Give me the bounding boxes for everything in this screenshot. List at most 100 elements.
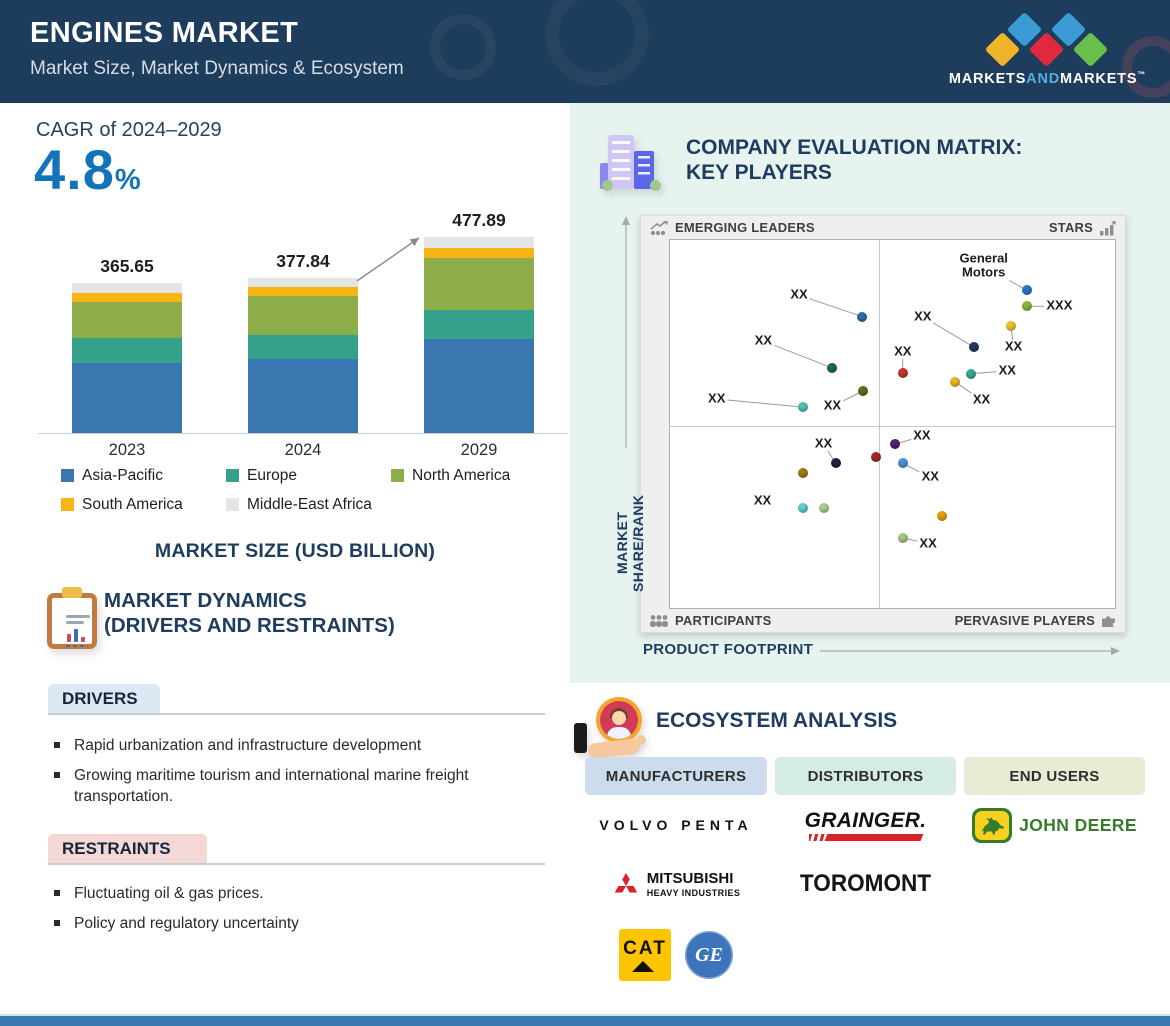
logo-ge: GE [685, 931, 733, 979]
bar-segment-europe [72, 338, 182, 364]
logo-volvo-penta: VOLVO PENTA [599, 817, 753, 833]
matrix-data-point [897, 367, 908, 378]
bar-segment-asia-pacific [72, 363, 182, 433]
footer-bar [0, 1014, 1170, 1026]
matrix-data-point [871, 452, 882, 463]
logo-cat: CAT [619, 929, 671, 981]
bar-total-label: 477.89 [452, 210, 506, 230]
matrix-plot: XX XX XX XX General Motors XXX XX XX XX XX XX XX XX X… [669, 239, 1116, 609]
tab-manufacturers[interactable]: MANUFACTURERS [585, 757, 767, 795]
brand-wordmark: MARKETSANDMARKETS™ [948, 70, 1147, 87]
y-axis-arrow-icon [622, 216, 630, 448]
matrix-point-label: XX [788, 286, 810, 303]
matrix-top-bar: EMERGING LEADERS STARS [641, 216, 1125, 239]
bar-segment-middle-east-africa [72, 283, 182, 293]
matrix-data-point [897, 532, 908, 543]
bar-segment-north-america [424, 257, 534, 310]
x-tick-label: 2024 [284, 441, 322, 459]
matrix-point-label: XXX [1044, 297, 1075, 314]
matrix-data-point [818, 502, 829, 513]
matrix-data-point [797, 402, 808, 413]
cagr-value: 4.8% [34, 138, 141, 201]
gauge-decoration [1122, 36, 1170, 98]
logo-row-cat-ge: CAT GE [585, 925, 767, 985]
x-axis-line [38, 433, 568, 434]
connector-lines [670, 240, 1115, 608]
x-tick-label: 2023 [108, 441, 146, 459]
logo-john-deere: JOHN DEERE [964, 799, 1145, 851]
legend-label: South America [82, 496, 183, 513]
emerging-leaders-icon [650, 220, 668, 235]
bar-segment-middle-east-africa [248, 278, 358, 287]
x-axis-label: PRODUCT FOOTPRINT [643, 641, 814, 658]
dynamics-title-line1: MARKET DYNAMICS [104, 589, 307, 612]
legend-item: South America [61, 496, 226, 514]
x-axis-arrow-icon [820, 647, 1120, 655]
brand-logo: MARKETSANDMARKETS™ [935, 10, 1160, 92]
matrix-point-label: XX [752, 332, 775, 349]
tab-end-users[interactable]: END USERS [964, 757, 1145, 795]
matrix-data-point [966, 368, 977, 379]
company-evaluation-matrix: EMERGING LEADERS STARS XX XX XX XX General M… [640, 215, 1126, 633]
matrix-data-point [830, 458, 841, 469]
matrix-data-point [857, 311, 868, 322]
bar-segment-south-america [424, 247, 534, 258]
legend-swatch [61, 498, 74, 511]
mitsubishi-diamonds-icon [614, 873, 637, 893]
quadrant-label-top-right: STARS [1048, 220, 1093, 235]
matrix-data-point [950, 376, 961, 387]
page-title: ENGINES MARKET [30, 17, 299, 49]
matrix-data-point [858, 385, 869, 396]
matrix-point-label: XX [1002, 338, 1025, 354]
matrix-point-label: General Motors [951, 250, 1016, 281]
quadrant-label-bottom-left: PARTICIPANTS [675, 613, 772, 628]
bar-segment-north-america [72, 301, 182, 339]
bar-total-label: 377.84 [276, 251, 330, 272]
matrix-bottom-bar: PARTICIPANTS PERVASIVE PLAYERS [641, 609, 1125, 632]
matrix-point-label: XX [917, 535, 939, 551]
matrix-point-label: XX [812, 435, 835, 451]
gauge-decoration [545, 0, 649, 86]
page-subtitle: Market Size, Market Dynamics & Ecosystem [30, 58, 404, 79]
legend-item: Europe [226, 467, 391, 485]
clipboard-chart-icon [45, 587, 99, 651]
bar-segment-middle-east-africa [424, 237, 534, 248]
matrix-data-point [937, 511, 948, 522]
bar-segment-asia-pacific [424, 338, 534, 433]
restraints-list: Fluctuating oil & gas prices. Policy and … [50, 883, 532, 943]
john-deere-deer-icon [972, 807, 1013, 843]
matrix-point-label: XX [706, 390, 728, 407]
quadrant-label-bottom-right: PERVASIVE PLAYERS [954, 613, 1095, 628]
evaluation-matrix-panel: COMPANY EVALUATION MATRIX: KEY PLAYERS E… [570, 103, 1170, 683]
cagr-label: CAGR of 2024–2029 [36, 119, 222, 141]
legend-label: North America [412, 467, 511, 484]
matrix-data-point [1021, 285, 1032, 296]
section-divider [48, 863, 545, 865]
logo-mitsubishi: MITSUBISHI HEAVY INDUSTRIES [585, 861, 767, 907]
stars-bars-icon [1100, 219, 1117, 235]
bar-segment-europe [248, 335, 358, 360]
restraints-section-tab: RESTRAINTS [48, 834, 207, 864]
bar-segment-south-america [248, 286, 358, 296]
driver-item: Rapid urbanization and infrastructure de… [50, 735, 532, 756]
legend-item: Asia-Pacific [61, 467, 226, 485]
legend-label: Europe [247, 467, 297, 484]
quadrant-label-top-left: EMERGING LEADERS [675, 220, 815, 235]
drivers-section-tab: DRIVERS [48, 684, 160, 714]
left-column: CAGR of 2024–2029 4.8% 365.65 2023 377.84 2… [0, 103, 570, 1014]
bar-total-label: 365.65 [100, 256, 154, 277]
matrix-point-label: XX [751, 492, 774, 509]
matrix-data-point [797, 468, 808, 479]
chart-legend: Asia-Pacific Europe North America South Ame… [61, 467, 566, 514]
person-in-hand-icon [574, 697, 650, 761]
buildings-icon [598, 133, 662, 193]
grainger-red-bar [809, 834, 924, 841]
bar-segment-south-america [72, 292, 182, 302]
chart-title: MARKET SIZE (USD BILLION) [154, 540, 436, 562]
participants-people-icon [650, 614, 668, 627]
matrix-data-point [797, 502, 808, 513]
legend-label: Middle-East Africa [247, 496, 372, 513]
quadrant-divider-vertical [879, 240, 881, 608]
tab-distributors[interactable]: DISTRIBUTORS [775, 757, 956, 795]
legend-swatch [226, 469, 239, 482]
